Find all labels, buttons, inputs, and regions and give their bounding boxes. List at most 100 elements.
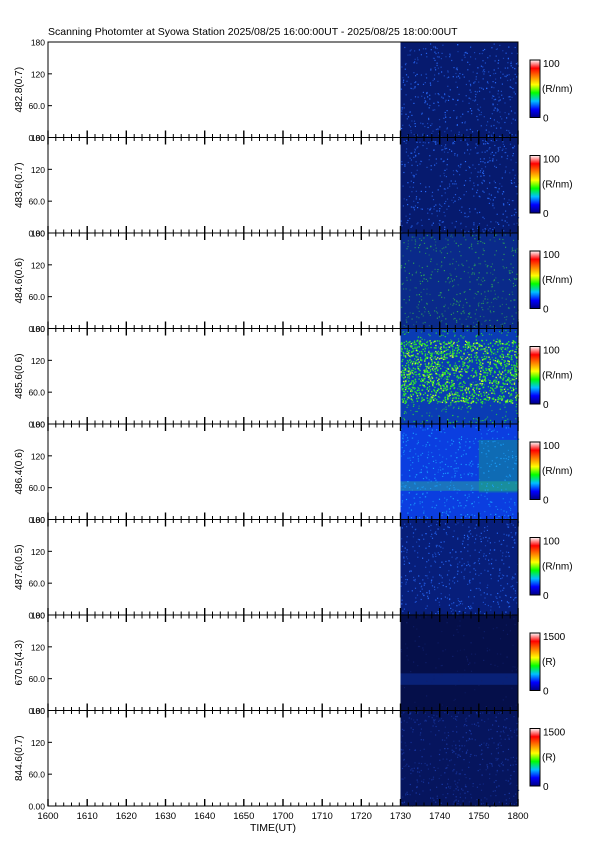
colorbar — [530, 538, 540, 596]
y-tick-label: 180 — [31, 706, 45, 716]
colorbar-unit-label: (R/nm) — [542, 179, 573, 190]
x-tick-label: 1710 — [312, 811, 333, 822]
colorbar-min-label: 0 — [543, 400, 549, 411]
heatmap-background — [401, 615, 519, 711]
y-tick-label: 180 — [31, 133, 45, 143]
heatmap-data — [401, 42, 520, 139]
x-tick-label: 1630 — [155, 811, 176, 822]
colorbar — [530, 347, 540, 405]
colorbar — [530, 156, 540, 214]
heatmap-background — [401, 138, 519, 234]
y-tick-label: 120 — [31, 165, 45, 175]
heatmap-background — [401, 42, 519, 138]
y-tick-label: 120 — [31, 260, 45, 270]
colorbar-min-label: 0 — [543, 782, 549, 793]
y-tick-label: 60.0 — [28, 197, 45, 207]
colorbar-max-label: 1500 — [543, 728, 566, 739]
colorbar-max-label: 100 — [543, 537, 560, 548]
x-tick-label: 1650 — [233, 811, 254, 822]
colorbar-unit-label: (R/nm) — [542, 84, 573, 95]
x-tick-label: 1800 — [507, 811, 528, 822]
y-tick-label: 0.00 — [28, 802, 45, 812]
x-tick-label: 1600 — [37, 811, 58, 822]
y-tick-label: 120 — [31, 451, 45, 461]
heatmap-data — [401, 329, 520, 426]
colorbar-min-label: 0 — [543, 496, 549, 507]
y-tick-label: 60.0 — [28, 483, 45, 493]
y-axis-label: 844.6(0.7) — [14, 735, 25, 781]
y-axis-label: 484.6(0.6) — [14, 258, 25, 304]
y-axis-label: 483.6(0.7) — [14, 162, 25, 208]
colorbar-unit-label: (R) — [542, 752, 556, 763]
colorbar-min-label: 0 — [543, 114, 549, 125]
heatmap-background — [401, 520, 519, 616]
colorbar-unit-label: (R/nm) — [542, 370, 573, 381]
y-axis-label: 487.6(0.5) — [14, 544, 25, 590]
colorbar — [530, 633, 540, 691]
y-axis-label: 482.8(0.7) — [14, 67, 25, 113]
x-tick-label: 1700 — [272, 811, 293, 822]
colorbar — [530, 60, 540, 118]
colorbar — [530, 442, 540, 500]
colorbar-unit-label: (R/nm) — [542, 561, 573, 572]
colorbar-min-label: 0 — [543, 209, 549, 220]
y-tick-label: 60.0 — [28, 674, 45, 684]
heatmap-data — [401, 424, 520, 521]
heatmap-data — [401, 233, 519, 330]
x-tick-label: 1740 — [429, 811, 450, 822]
y-tick-label: 120 — [31, 69, 45, 79]
y-tick-label: 60.0 — [28, 579, 45, 589]
y-axis-label: 486.4(0.6) — [14, 449, 25, 495]
colorbar-min-label: 0 — [543, 687, 549, 698]
x-tick-label: 1750 — [468, 811, 489, 822]
y-tick-label: 120 — [31, 642, 45, 652]
y-tick-label: 180 — [31, 515, 45, 525]
colorbar-max-label: 100 — [543, 346, 560, 357]
chart-title: Scanning Photomter at Syowa Station 2025… — [48, 26, 458, 38]
heatmap-data — [401, 520, 520, 617]
bright-patch — [479, 440, 518, 493]
y-tick-label: 180 — [31, 229, 45, 239]
x-tick-label: 1610 — [77, 811, 98, 822]
heatmap-data — [401, 138, 520, 235]
colorbar — [530, 251, 540, 309]
colorbar-unit-label: (R/nm) — [542, 275, 573, 286]
colorbar-min-label: 0 — [543, 305, 549, 316]
heatmap-data — [401, 711, 520, 808]
y-tick-label: 60.0 — [28, 770, 45, 780]
y-tick-label: 60.0 — [28, 101, 45, 111]
colorbar-max-label: 100 — [543, 59, 560, 70]
panel-8: 0.00 60.0 120 180 844.6(0.7) 1500 0 (R) — [14, 706, 566, 812]
y-tick-label: 60.0 — [28, 292, 45, 302]
emission-band — [401, 673, 519, 684]
colorbar-max-label: 100 — [543, 250, 560, 261]
colorbar — [530, 729, 540, 787]
x-tick-label: 1620 — [116, 811, 137, 822]
y-tick-label: 180 — [31, 324, 45, 334]
y-tick-label: 120 — [31, 356, 45, 366]
y-tick-label: 180 — [31, 611, 45, 621]
y-tick-label: 180 — [31, 420, 45, 430]
heatmap-data — [401, 615, 519, 711]
y-axis-label: 670.5(4.3) — [14, 640, 25, 686]
colorbar-unit-label: (R/nm) — [542, 466, 573, 477]
x-tick-label: 1720 — [351, 811, 372, 822]
colorbar-max-label: 100 — [543, 155, 560, 166]
x-tick-label: 1730 — [390, 811, 411, 822]
y-tick-label: 120 — [31, 547, 45, 557]
colorbar-unit-label: (R) — [542, 657, 556, 668]
y-tick-label: 60.0 — [28, 388, 45, 398]
colorbar-min-label: 0 — [543, 591, 549, 602]
colorbar-max-label: 1500 — [543, 632, 566, 643]
x-tick-label: 1640 — [194, 811, 215, 822]
y-tick-label: 120 — [31, 738, 45, 748]
